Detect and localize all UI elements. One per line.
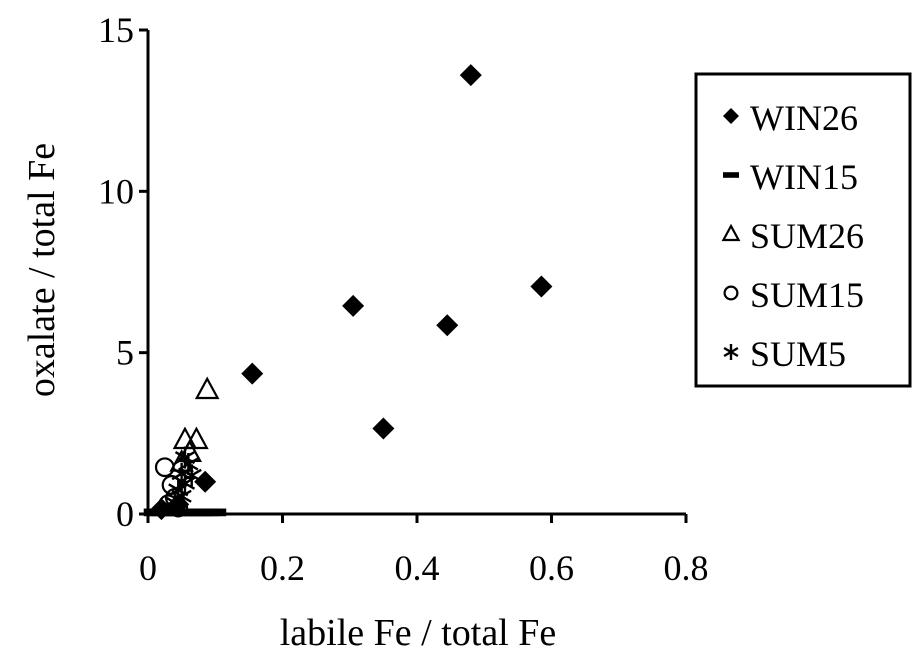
x-tick-label: 0.8 bbox=[664, 548, 709, 588]
point-sum15 bbox=[154, 457, 175, 478]
data-points bbox=[143, 64, 553, 521]
y-tick-label: 5 bbox=[116, 333, 134, 373]
point-win26 bbox=[194, 470, 217, 493]
x-tick-label: 0.4 bbox=[395, 548, 440, 588]
point-win26 bbox=[241, 362, 264, 385]
x-axis-title: labile Fe / total Fe bbox=[280, 612, 557, 654]
legend-label-win15: WIN15 bbox=[750, 157, 858, 197]
y-axis-title: oxalate / total Fe bbox=[21, 143, 63, 397]
series-win26 bbox=[150, 64, 553, 521]
legend-box bbox=[694, 72, 912, 388]
point-win15 bbox=[204, 508, 227, 517]
legend-marker-sum26 bbox=[721, 223, 741, 242]
y-tick-label: 15 bbox=[98, 10, 134, 50]
x-tick-label: 0 bbox=[139, 548, 157, 588]
point-win26 bbox=[372, 417, 395, 440]
point-sum5 bbox=[164, 491, 186, 514]
legend-label-sum26: SUM26 bbox=[750, 216, 864, 256]
legend: WIN26 WIN15 SUM26 SUM15 SUM5 bbox=[694, 72, 912, 388]
point-sum26 bbox=[184, 426, 209, 450]
point-sum26 bbox=[194, 376, 220, 400]
legend-label-sum15: SUM15 bbox=[750, 275, 864, 315]
x-tick-label: 0.6 bbox=[529, 548, 574, 588]
series-sum26 bbox=[169, 376, 220, 472]
x-tick-label: 0.2 bbox=[260, 548, 305, 588]
point-win26 bbox=[530, 275, 553, 298]
point-win26 bbox=[342, 294, 365, 317]
legend-marker-win26 bbox=[723, 108, 739, 124]
legend-marker-sum5 bbox=[723, 344, 739, 360]
y-tick-label: 10 bbox=[98, 171, 134, 211]
legend-label-sum5: SUM5 bbox=[750, 334, 846, 374]
legend-marker-win15 bbox=[723, 172, 739, 178]
tick-labels: 0 0.2 0.4 0.6 0.8 0 5 10 15 bbox=[98, 10, 709, 588]
point-win26 bbox=[436, 314, 459, 337]
axes bbox=[139, 28, 688, 523]
legend-marker-sum15 bbox=[723, 285, 739, 301]
series-sum5 bbox=[164, 446, 202, 514]
point-win26 bbox=[459, 64, 482, 87]
y-tick-label: 0 bbox=[116, 494, 134, 534]
legend-label-win26: WIN26 bbox=[750, 98, 858, 138]
